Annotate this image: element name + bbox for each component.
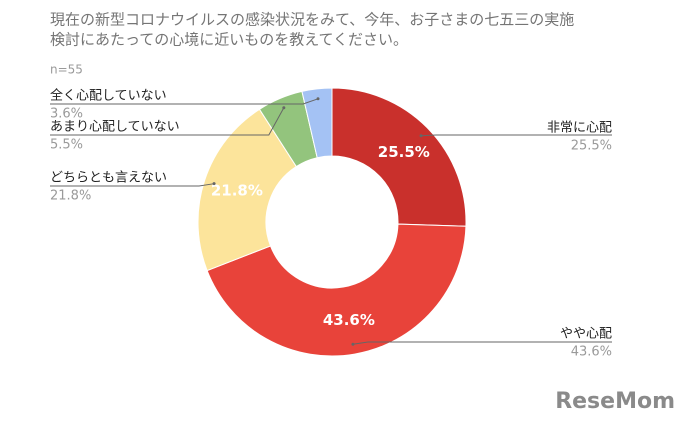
leader-dot [419, 134, 423, 138]
legend-label: あまり心配していない [50, 120, 180, 135]
leader-dot [282, 106, 286, 110]
legend-label: 全く心配していない [50, 88, 167, 104]
slice-label: 25.5% [378, 143, 430, 161]
legend-value: 43.6% [571, 345, 612, 360]
leader-line [421, 134, 612, 137]
donut-slice [206, 223, 467, 357]
slice-label: 43.6% [323, 311, 375, 329]
leader-dot [316, 97, 320, 101]
chart-title: 現在の新型コロナウイルスの感染状況をみて、今年、お子さまの七五三の実施 [50, 11, 574, 29]
donut-slice [301, 87, 333, 159]
leader-dot [212, 182, 216, 186]
leader-line [50, 183, 215, 187]
slice-label: 21.8% [211, 182, 263, 200]
chart-subtitle: n=55 [50, 63, 83, 77]
chart-title: 検討にあたっての心境に近いものを教えてください。 [50, 31, 408, 49]
legend-label: どちらとも言えない [50, 171, 167, 186]
leader-line [50, 98, 319, 105]
leader-line [352, 341, 612, 345]
legend-value: 3.6% [50, 107, 83, 122]
legend-label: 非常に心配 [547, 121, 612, 136]
legend-value: 5.5% [50, 138, 83, 153]
leader-line [50, 107, 285, 136]
leader-dot [351, 342, 355, 346]
legend-value: 25.5% [571, 139, 612, 154]
donut-slice [331, 87, 467, 227]
legend-label: やや心配 [560, 327, 612, 342]
watermark: ReseMom [555, 389, 675, 414]
donut-slice [197, 108, 297, 272]
legend-value: 21.8% [50, 189, 91, 204]
